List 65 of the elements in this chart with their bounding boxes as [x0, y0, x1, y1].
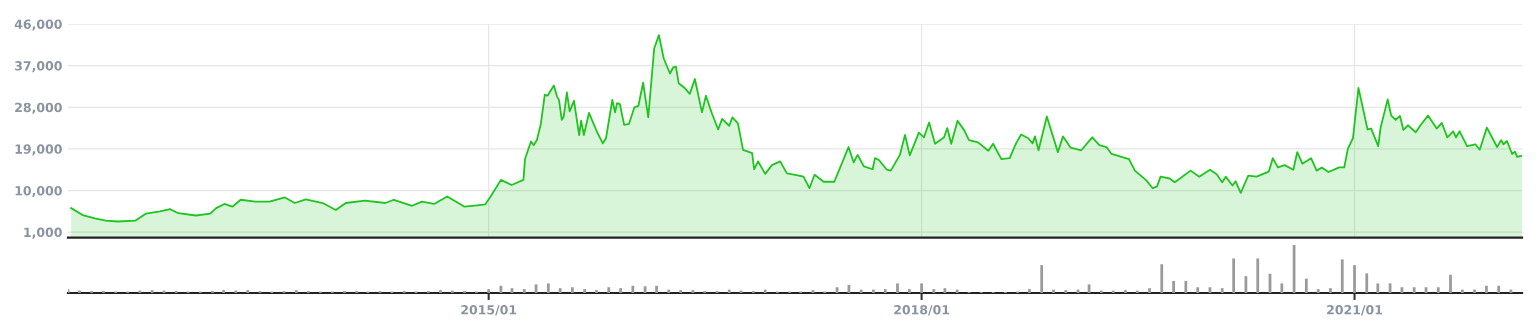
bar: [1436, 287, 1440, 293]
y-tick-label: 1,000: [24, 227, 62, 239]
bar: [907, 289, 911, 293]
bar: [1365, 273, 1369, 293]
bar: [1148, 288, 1151, 293]
bar: [619, 288, 622, 293]
bar: [1329, 288, 1332, 293]
bar: [571, 287, 574, 293]
bar: [1220, 288, 1224, 293]
bar: [859, 289, 863, 293]
bar: [1160, 264, 1164, 293]
bar: [150, 290, 154, 293]
bar: [522, 289, 526, 293]
bar: [1040, 265, 1044, 293]
x-tick-label: 2021/01: [1327, 305, 1383, 316]
bar: [1353, 265, 1356, 293]
bar: [1473, 289, 1476, 293]
bar: [1376, 283, 1380, 293]
bar: [1304, 278, 1308, 293]
bar: [246, 290, 250, 293]
bar: [1340, 259, 1344, 293]
bar: [1449, 274, 1452, 293]
bar: [1256, 258, 1260, 293]
y-tick-label: 46,000: [14, 19, 62, 31]
bar: [1232, 258, 1236, 293]
bar: [883, 289, 887, 293]
bar: [1412, 287, 1416, 293]
bar: [727, 289, 731, 293]
bar: [607, 287, 611, 293]
bar: [932, 289, 936, 293]
bar: [655, 285, 658, 293]
bar: [631, 285, 635, 293]
y-tick-label: 28,000: [15, 102, 62, 114]
bar: [595, 290, 598, 293]
bar: [1460, 289, 1464, 293]
bar: [667, 289, 671, 293]
x-tick-label: 2018/01: [894, 305, 950, 316]
x-tick-label: 2015/01: [461, 305, 517, 316]
bar: [1124, 290, 1127, 293]
bar: [955, 289, 959, 293]
bar: [558, 288, 562, 293]
bar: [222, 290, 226, 293]
bar: [1172, 281, 1175, 293]
bar: [1028, 289, 1031, 293]
bar: [872, 289, 875, 293]
bar: [546, 283, 550, 293]
bar: [294, 290, 298, 293]
bar: [583, 289, 587, 293]
bar: [679, 290, 683, 293]
y-tick-label: 19,000: [15, 144, 62, 156]
bar: [1064, 290, 1068, 293]
y-tick-label: 37,000: [15, 61, 62, 73]
bar: [763, 289, 767, 293]
bar: [920, 283, 923, 293]
bar: [1497, 285, 1501, 293]
bar: [1485, 285, 1488, 293]
y-tick-label: 10,000: [15, 185, 62, 198]
bar: [1184, 281, 1188, 293]
bar: [896, 283, 899, 293]
bar: [1196, 287, 1200, 293]
bar: [487, 289, 491, 293]
bar: [439, 290, 442, 293]
bar: [1280, 283, 1284, 293]
bar: [1316, 289, 1320, 293]
bar: [1052, 289, 1055, 293]
